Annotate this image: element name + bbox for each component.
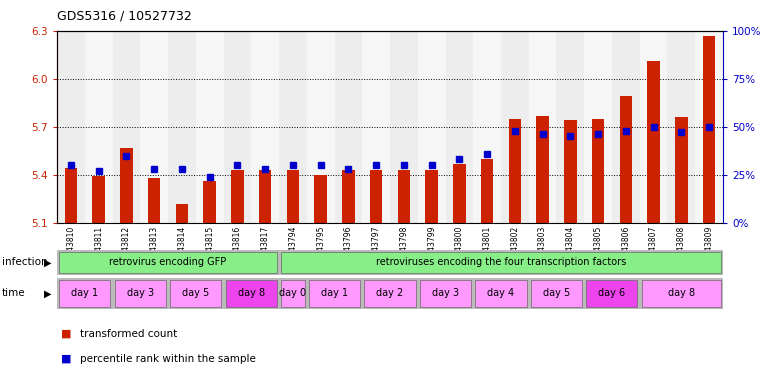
- Bar: [314, 175, 327, 223]
- Bar: [251, 31, 279, 223]
- Bar: [287, 170, 299, 223]
- Bar: [365, 280, 416, 306]
- Bar: [587, 280, 638, 306]
- Text: day 8: day 8: [667, 288, 695, 298]
- Bar: [59, 252, 277, 273]
- Bar: [696, 31, 723, 223]
- Text: day 3: day 3: [432, 288, 459, 298]
- Text: day 8: day 8: [237, 288, 265, 298]
- Text: ■: ■: [61, 354, 72, 364]
- Bar: [564, 120, 577, 223]
- Bar: [115, 280, 166, 306]
- Bar: [531, 280, 582, 306]
- Bar: [370, 170, 382, 223]
- Bar: [508, 119, 521, 223]
- Bar: [675, 117, 688, 223]
- Text: day 5: day 5: [543, 288, 570, 298]
- Text: day 5: day 5: [182, 288, 209, 298]
- Bar: [259, 170, 272, 223]
- Bar: [307, 31, 335, 223]
- Bar: [501, 31, 529, 223]
- Text: retroviruses encoding the four transcription factors: retroviruses encoding the four transcrip…: [376, 257, 626, 267]
- Bar: [196, 31, 224, 223]
- Bar: [282, 280, 304, 306]
- Bar: [398, 170, 410, 223]
- Bar: [120, 147, 132, 223]
- Text: transformed count: transformed count: [80, 329, 177, 339]
- Bar: [65, 168, 77, 223]
- Bar: [703, 36, 715, 223]
- Bar: [476, 280, 527, 306]
- Bar: [556, 31, 584, 223]
- Bar: [282, 252, 721, 273]
- Bar: [224, 31, 251, 223]
- Text: ■: ■: [61, 329, 72, 339]
- Bar: [584, 31, 612, 223]
- Bar: [309, 280, 360, 306]
- Bar: [57, 31, 84, 223]
- Bar: [445, 31, 473, 223]
- Bar: [92, 176, 105, 223]
- Bar: [59, 280, 110, 306]
- Text: day 1: day 1: [72, 288, 98, 298]
- Text: retrovirus encoding GFP: retrovirus encoding GFP: [110, 257, 227, 267]
- Text: time: time: [2, 288, 25, 298]
- Bar: [619, 96, 632, 223]
- Bar: [453, 164, 466, 223]
- Bar: [170, 280, 221, 306]
- Text: day 0: day 0: [279, 288, 307, 298]
- Text: day 4: day 4: [488, 288, 514, 298]
- Bar: [667, 31, 696, 223]
- Text: ▶: ▶: [44, 288, 52, 298]
- Bar: [168, 31, 196, 223]
- Bar: [418, 31, 445, 223]
- Bar: [529, 31, 556, 223]
- Bar: [473, 31, 501, 223]
- Bar: [642, 280, 721, 306]
- Bar: [592, 119, 604, 223]
- Bar: [425, 170, 438, 223]
- Bar: [335, 31, 362, 223]
- Bar: [148, 178, 161, 223]
- Bar: [481, 159, 493, 223]
- Bar: [279, 31, 307, 223]
- Bar: [640, 31, 667, 223]
- Bar: [362, 31, 390, 223]
- Text: day 1: day 1: [321, 288, 348, 298]
- Bar: [226, 280, 277, 306]
- Text: day 3: day 3: [127, 288, 154, 298]
- Bar: [648, 61, 660, 223]
- Bar: [140, 31, 168, 223]
- Bar: [176, 204, 188, 223]
- Bar: [203, 181, 216, 223]
- Bar: [537, 116, 549, 223]
- Text: infection: infection: [2, 257, 47, 267]
- Bar: [231, 170, 244, 223]
- Bar: [84, 31, 113, 223]
- Text: ▶: ▶: [44, 257, 52, 267]
- Bar: [612, 31, 640, 223]
- Bar: [113, 31, 140, 223]
- Text: day 2: day 2: [377, 288, 403, 298]
- Text: day 6: day 6: [598, 288, 626, 298]
- Bar: [420, 280, 471, 306]
- Bar: [342, 170, 355, 223]
- Text: percentile rank within the sample: percentile rank within the sample: [80, 354, 256, 364]
- Bar: [390, 31, 418, 223]
- Text: GDS5316 / 10527732: GDS5316 / 10527732: [57, 10, 192, 23]
